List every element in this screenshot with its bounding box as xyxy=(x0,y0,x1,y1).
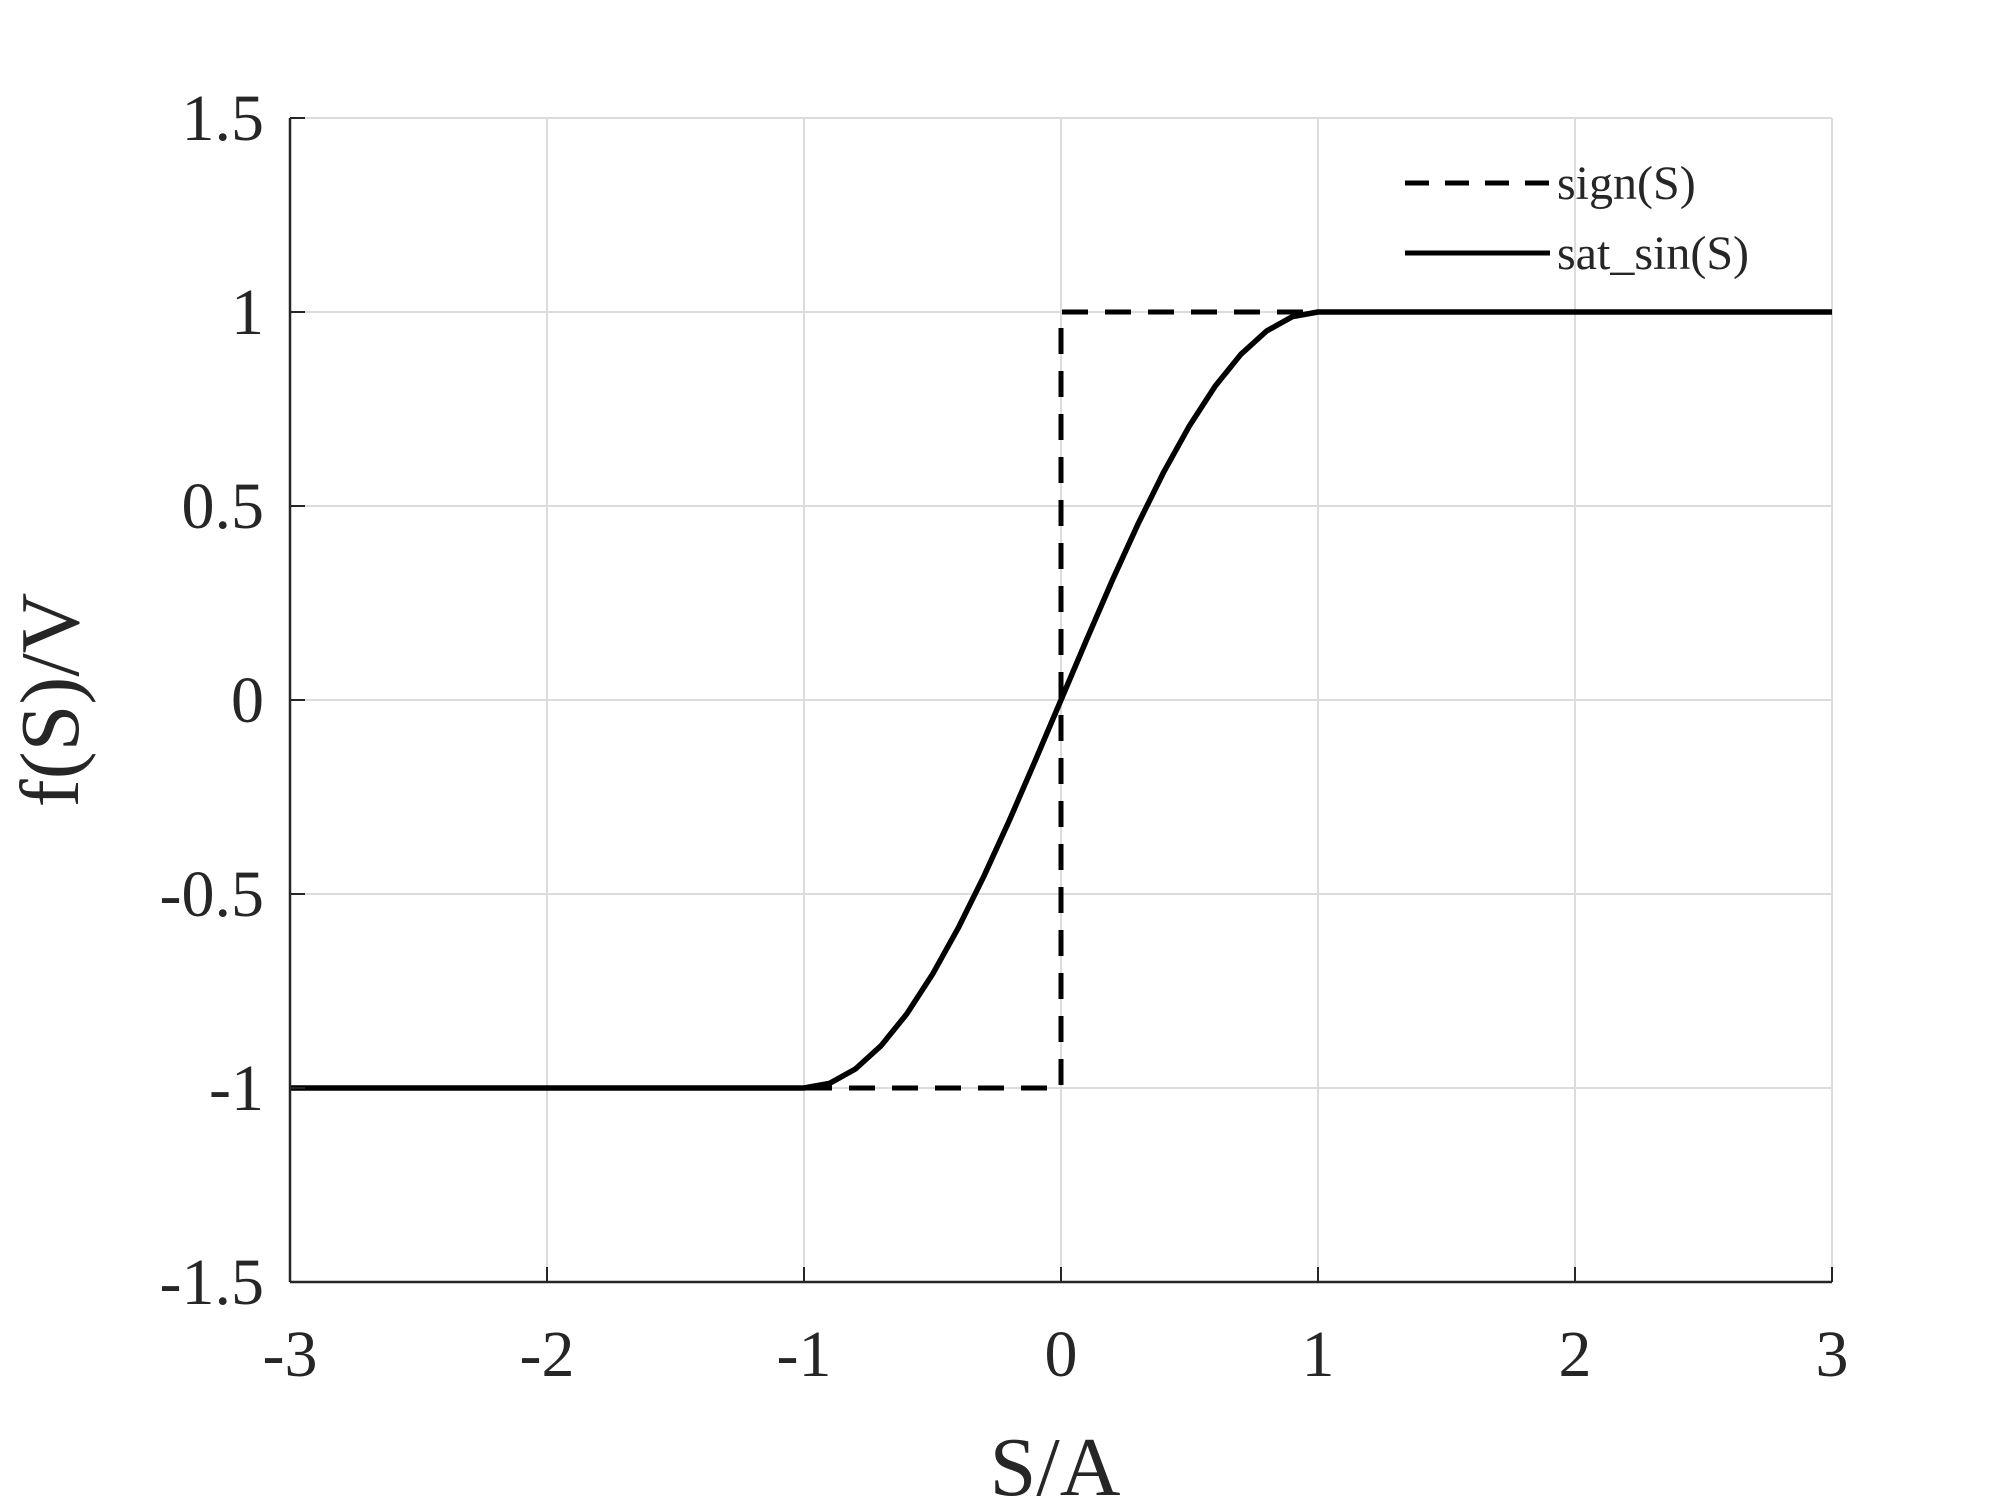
y-tick-label: -1 xyxy=(209,1052,264,1125)
legend-label-1: sign(S) xyxy=(1557,157,1696,210)
y-tick-label: -1.5 xyxy=(160,1246,264,1319)
x-axis-label: S/A xyxy=(990,1421,1121,1504)
x-tick-label: -3 xyxy=(263,1318,318,1391)
y-tick-label: 0.5 xyxy=(182,470,265,543)
y-tick-label: 0 xyxy=(231,664,264,737)
x-tick-label: -1 xyxy=(777,1318,832,1391)
axes xyxy=(288,117,1833,1284)
y-tick-label: 1 xyxy=(231,276,264,349)
x-tick-label: 3 xyxy=(1816,1318,1849,1391)
y-tick-label: -0.5 xyxy=(160,858,264,931)
x-tick-label: -2 xyxy=(520,1318,575,1391)
y-axis-label: f(S)/V xyxy=(4,593,97,808)
series-line-2 xyxy=(290,309,1832,1091)
x-tick-label: 0 xyxy=(1045,1318,1078,1391)
y-tick-label: 1.5 xyxy=(182,82,265,155)
x-tick-label: 1 xyxy=(1302,1318,1335,1391)
series-layer xyxy=(290,309,1832,1091)
x-tick-label: 2 xyxy=(1559,1318,1592,1391)
legend: sign(S) sat_sin(S) xyxy=(1405,157,1749,280)
legend-label-2: sat_sin(S) xyxy=(1557,227,1749,280)
tick-labels: -3 -2 -1 0 1 2 3 -1.5 -1 -0.5 0 0.5 1 1.5 xyxy=(160,82,1849,1391)
